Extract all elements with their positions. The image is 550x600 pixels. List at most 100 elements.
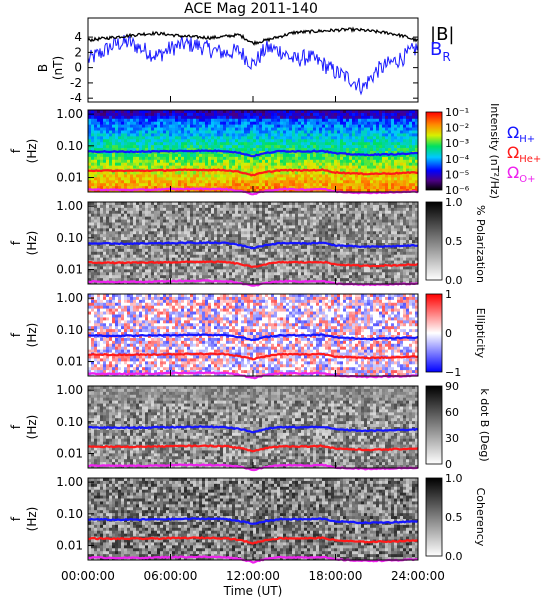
spectrogram-cell <box>136 124 140 128</box>
spectrogram-cell <box>172 174 176 178</box>
spectrogram-cell <box>94 248 98 253</box>
spectrogram-cell <box>211 156 215 161</box>
spectrogram-cell <box>223 110 227 114</box>
spectrogram-cell <box>97 110 101 114</box>
spectrogram-cell <box>286 228 290 232</box>
spectrogram-cell <box>244 151 248 155</box>
spectrogram-cell <box>373 156 377 161</box>
spectrogram-cell <box>298 124 302 128</box>
spectrogram-cell <box>337 127 341 131</box>
spectrogram-cell <box>145 251 149 256</box>
spectrogram-cell <box>190 219 194 223</box>
spectrogram-cell <box>208 156 212 161</box>
spectrogram-cell <box>196 275 200 279</box>
spectrogram-cell <box>271 257 275 261</box>
spectrogram-cell <box>265 153 269 158</box>
spectrogram-cell <box>124 156 128 161</box>
spectrogram-cell <box>223 151 227 155</box>
spectrogram-cell <box>364 139 368 143</box>
spectrogram-cell <box>289 136 293 140</box>
spectrogram-cell <box>172 228 176 232</box>
spectrogram-cell <box>91 121 95 125</box>
spectrogram-cell <box>202 177 206 181</box>
spectrogram-cell <box>184 210 188 215</box>
spectrogram-cell <box>139 272 143 276</box>
spectrogram-cell <box>157 133 161 137</box>
spectrogram-cell <box>277 159 281 164</box>
spectrogram-cell <box>178 207 182 212</box>
spectrogram-cell <box>265 136 269 140</box>
spectrogram-cell <box>190 251 194 256</box>
spectrogram-cell <box>235 275 239 279</box>
spectrogram-cell <box>97 180 101 184</box>
spectrogram-cell <box>133 207 137 212</box>
spectrogram-cell <box>100 245 104 250</box>
spectrogram-cell <box>115 110 119 114</box>
spectrogram-cell <box>196 118 200 123</box>
spectrogram-cell <box>262 257 266 261</box>
spectrogram-cell <box>145 127 149 131</box>
spectrogram-cell <box>277 219 281 223</box>
spectrogram-cell <box>91 269 95 273</box>
spectrogram-cell <box>400 174 404 178</box>
spectrogram-cell <box>145 207 149 212</box>
spectrogram-cell <box>325 165 329 169</box>
spectrogram-cell <box>100 110 104 114</box>
spectrogram-cell <box>205 127 209 131</box>
spectrogram-cell <box>244 204 248 209</box>
spectrogram-cell <box>289 142 293 146</box>
spectrogram-cell <box>319 156 323 161</box>
spectrogram-cell <box>415 133 419 137</box>
spectrogram-cell <box>208 165 212 169</box>
spectrogram-cell <box>364 186 368 190</box>
spectrogram-cell <box>124 251 128 256</box>
spectrogram-cell <box>343 145 347 149</box>
spectrogram-cell <box>142 171 146 175</box>
spectrogram-cell <box>118 145 122 149</box>
spectrogram-cell <box>190 248 194 253</box>
spectrogram-cell <box>160 153 164 158</box>
spectrogram-cell <box>208 153 212 158</box>
spectrogram-cell <box>274 127 278 131</box>
spectrogram-cell <box>316 171 320 175</box>
spectrogram-cell <box>121 278 125 282</box>
spectrogram-cell <box>241 162 245 166</box>
spectrogram-cell <box>169 219 173 223</box>
spectrogram-cell <box>388 162 392 166</box>
spectrogram-cell <box>148 121 152 125</box>
spectrogram-cell <box>229 115 233 120</box>
spectrogram-cell <box>343 159 347 164</box>
spectrogram-cell <box>187 112 191 117</box>
spectrogram-cell <box>256 278 260 282</box>
spectrogram-cell <box>382 139 386 143</box>
spectrogram-cell <box>142 145 146 149</box>
spectrogram-cell <box>205 136 209 140</box>
spectrogram-cell <box>304 127 308 131</box>
spectrogram-cell <box>193 251 197 256</box>
spectrogram-cell <box>361 168 365 172</box>
spectrogram-cell <box>274 231 278 235</box>
spectrogram-cell <box>211 183 215 187</box>
spectrogram-cell <box>103 145 107 149</box>
spectrogram-cell <box>337 153 341 158</box>
spectrogram-cell <box>256 186 260 190</box>
spectrogram-cell <box>178 213 182 217</box>
spectrogram-cell <box>376 110 380 114</box>
spectrogram-cell <box>121 234 125 238</box>
spectrogram-cell <box>115 153 119 158</box>
spectrogram-cell <box>199 142 203 146</box>
spectrogram-cell <box>169 269 173 273</box>
spectrogram-cell <box>256 234 260 238</box>
spectrogram-cell <box>259 243 263 247</box>
spectrogram-cell <box>268 272 272 276</box>
spectrogram-cell <box>217 210 221 215</box>
spectrogram-cell <box>184 207 188 212</box>
spectrogram-cell <box>214 269 218 273</box>
spectrogram-cell <box>193 159 197 164</box>
spectrogram-cell <box>187 118 191 123</box>
spectrogram-cell <box>355 142 359 146</box>
spectrogram-cell <box>166 112 170 117</box>
spectrogram-cell <box>310 186 314 190</box>
spectrogram-cell <box>304 148 308 152</box>
spectrogram-cell <box>91 281 95 285</box>
